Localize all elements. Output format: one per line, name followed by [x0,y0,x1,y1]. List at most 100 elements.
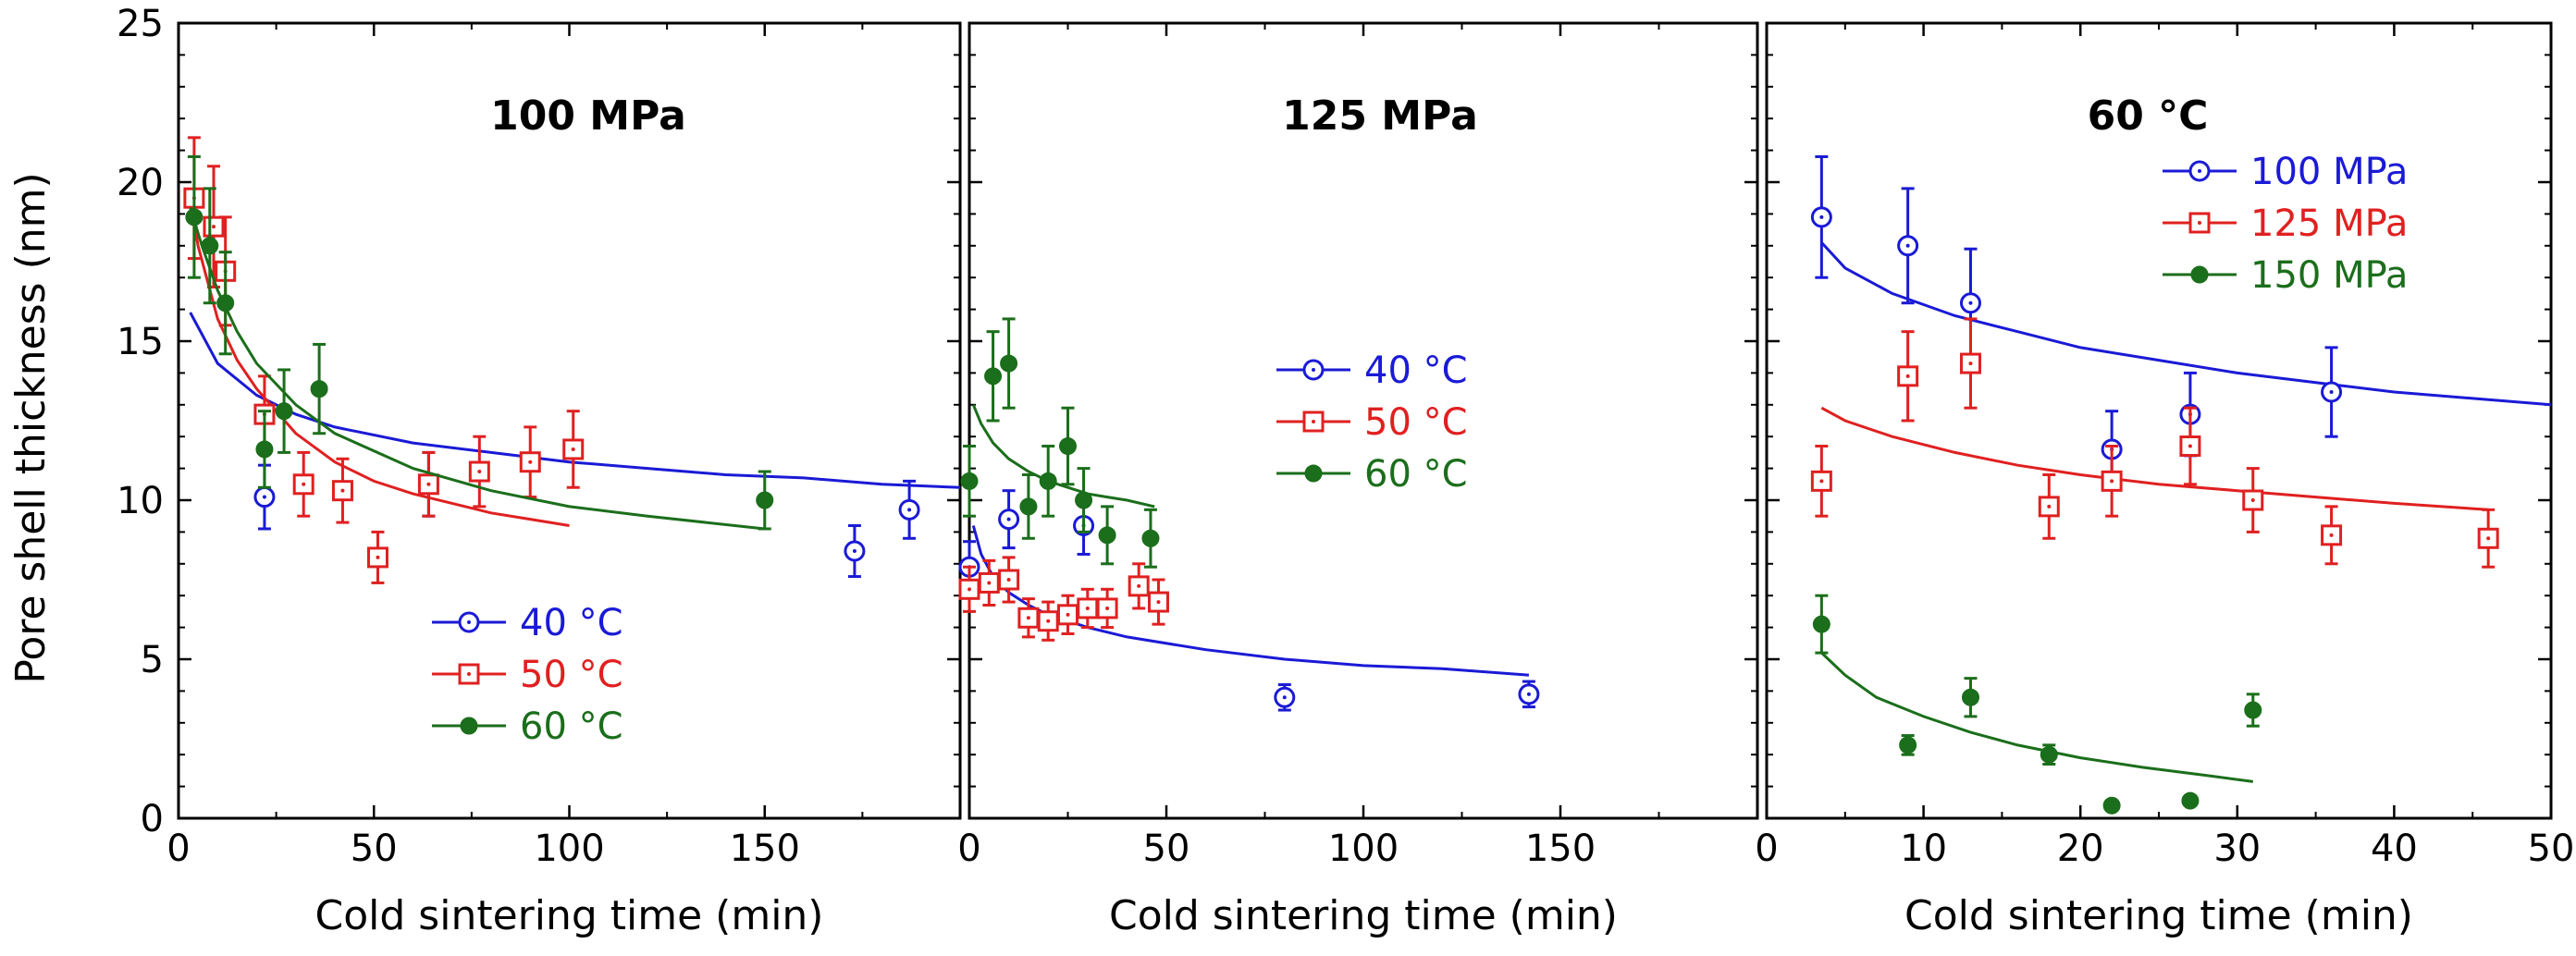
data-point [1000,354,1018,373]
x-tick-label: 0 [166,827,190,870]
data-point-dot [987,581,992,585]
legend-entry: 40 °C [432,602,623,644]
legend-label: 40 °C [520,602,623,644]
data-point-dot [2329,390,2334,395]
legend-label: 60 °C [520,705,623,748]
data-point [185,208,203,227]
legend-entry: 100 MPa [2163,151,2408,193]
data-point [756,491,774,509]
data-point-dot [1046,619,1051,623]
legend-marker-dot [2198,169,2201,173]
x-tick-label: 40 [2371,827,2418,870]
data-point-dot [1968,362,1973,366]
data-point-dot [2486,536,2491,541]
legend-marker [2190,265,2209,284]
data-point [1039,472,1057,490]
panel-3: 0 10 20 30 40 50 60 °C Cold sintering time (min… [1755,21,2575,939]
legend-entry: 40 °C [1276,349,1468,392]
data-point-dot [1968,300,1973,305]
data-point [216,294,235,313]
legend-marker-dot [467,672,471,676]
data-point-dot [1006,517,1011,521]
series-red [1810,317,2499,569]
x-tick-label: 50 [1143,827,1190,870]
legend-label: 60 °C [1364,453,1468,496]
legend-entry: 50 °C [1276,401,1468,444]
legend-label: 100 MPa [2250,151,2408,193]
data-point [2181,791,2200,810]
legend-entry: 150 MPa [2163,254,2408,297]
y-tick-label: 5 [141,639,164,681]
legend-label: 125 MPa [2250,202,2408,245]
x-tick-label: 10 [1900,827,1947,870]
data-point [201,237,219,255]
data-point-dot [852,549,857,554]
data-point-dot [1085,606,1090,610]
data-point [1059,437,1077,456]
series-green [185,154,774,531]
series-green [960,317,1160,569]
fit-line [1820,241,2552,407]
x-axis-title: Cold sintering time (min) [315,892,824,939]
legend-entry: 60 °C [432,705,623,748]
data-point-dot [1026,616,1030,620]
data-point-dot [212,225,216,229]
x-tick-label: 0 [1755,827,1778,870]
data-point-dot [1105,606,1110,610]
data-point-dot [1282,695,1287,700]
x-axis-title: Cold sintering time (min) [1904,892,2413,939]
x-tick-label: 30 [2213,827,2261,870]
data-point-dot [262,495,266,499]
data-point-dot [1905,243,1910,248]
data-point [1899,736,1917,754]
x-tick-label: 50 [351,827,398,870]
series-red [958,556,1169,642]
data-point [2102,796,2121,815]
data-point [310,380,328,398]
legend-label: 150 MPa [2250,254,2408,297]
data-point [1961,688,1979,706]
data-point [1098,526,1116,545]
legend-marker [1304,464,1323,483]
data-point-dot [2110,479,2114,484]
y-tick-label: 10 [117,480,164,522]
x-tick-label: 150 [1525,827,1596,870]
x-tick-label: 50 [2528,827,2575,870]
fit-line [1820,652,2253,783]
data-point-dot [1526,692,1531,696]
x-tick-label: 100 [1328,827,1399,870]
data-point [984,367,1003,386]
data-point-dot [1137,583,1141,588]
panel-2: 0 50 100 150 125 MPa Cold sintering time (min… [957,21,1759,939]
x-tick-label: 150 [730,827,800,870]
data-point [960,472,979,490]
data-point-dot [1006,578,1011,582]
data-point-dot [2329,533,2334,537]
legend-entry: 60 °C [1276,453,1468,496]
y-tick-label: 0 [141,798,164,840]
data-point-dot [1066,612,1070,617]
y-tick-label: 25 [117,3,164,45]
data-point-dot [2188,444,2192,448]
data-point-dot [571,447,575,451]
legend-entry: 50 °C [432,654,623,696]
legend-marker-dot [1312,420,1315,423]
data-point [1019,497,1038,516]
x-tick-label: 20 [2057,827,2104,870]
data-point-dot [2250,498,2255,502]
panel-title: 60 °C [2088,92,2209,140]
panel-title: 125 MPa [1282,92,1478,140]
y-tick-label: 15 [117,321,164,363]
panel-1: 0 50 100 150 0 5 10 15 20 25 100 MPa Cold sintering… [117,3,962,939]
data-point [2244,701,2262,719]
data-point-dot [2047,504,2052,509]
fit-line [1820,406,2489,511]
legend-entry: 125 MPa [2163,202,2408,245]
data-point-dot [907,508,912,512]
x-tick-label: 100 [534,827,604,870]
fit-line [189,207,765,531]
data-point-dot [376,555,380,559]
data-point [1141,529,1160,547]
data-point-dot [528,460,533,464]
